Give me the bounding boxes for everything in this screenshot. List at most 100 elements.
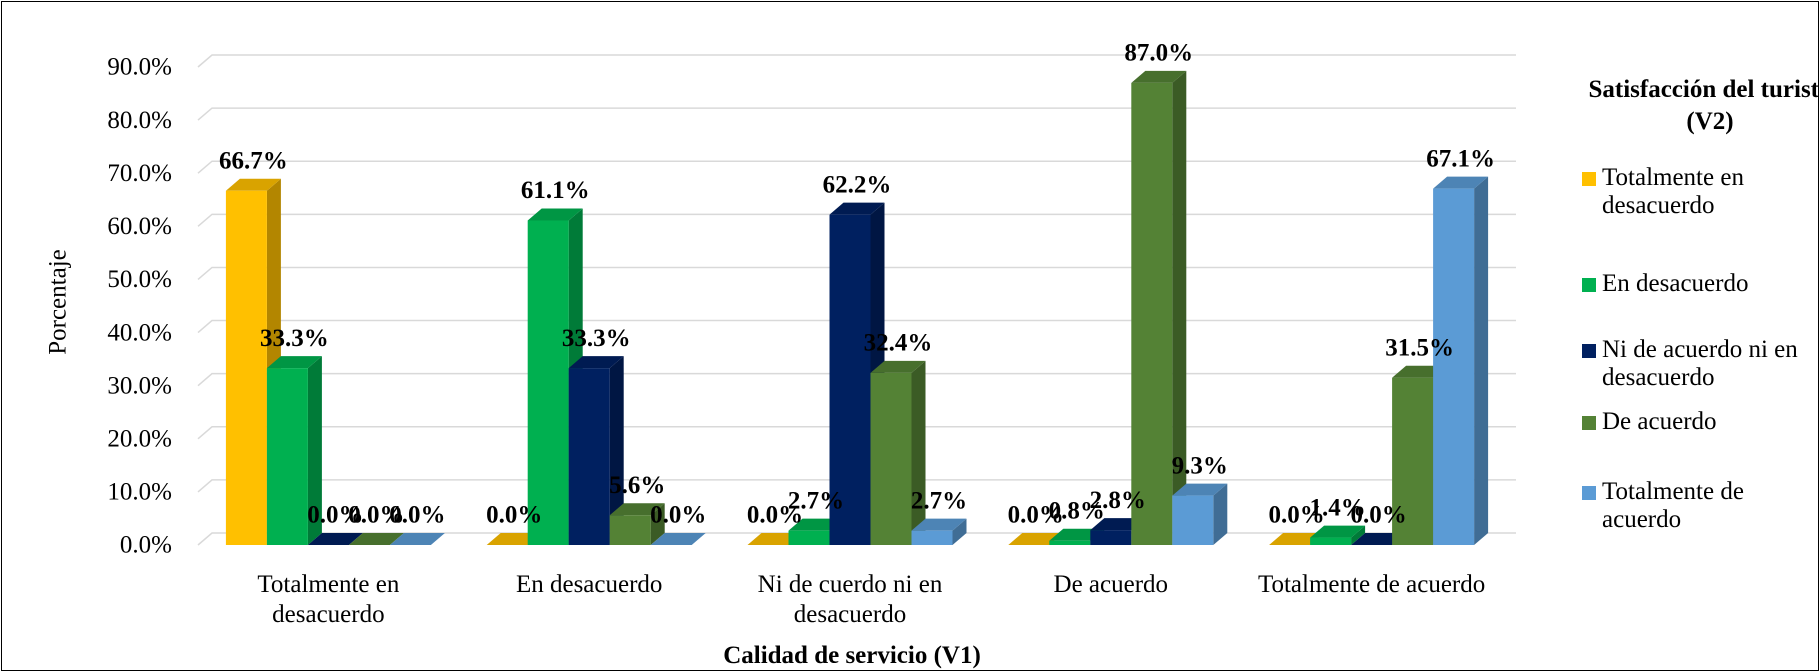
data-label: 1.4% — [1309, 494, 1365, 521]
data-label: 0.0% — [747, 502, 803, 529]
data-label: 87.0% — [1124, 40, 1193, 67]
legend-swatch — [1582, 486, 1596, 500]
grid-line — [197, 213, 1516, 227]
data-label: 9.3% — [1172, 452, 1228, 479]
data-label: 2.7% — [788, 487, 844, 514]
data-label: 2.7% — [911, 487, 967, 514]
y-axis-title: Porcentaje — [45, 249, 72, 355]
y-tick-label: 0.0% — [120, 532, 172, 559]
bar-top — [1131, 70, 1187, 83]
bar — [266, 368, 308, 545]
grid-line — [197, 372, 1516, 387]
bar-top — [609, 503, 665, 516]
x-axis-title: Calidad de servicio (V1) — [723, 642, 981, 669]
data-label: 62.2% — [823, 171, 892, 198]
y-tick-label: 10.0% — [107, 479, 172, 506]
legend-label: Totalmente en desacuerdo — [1602, 164, 1744, 219]
bar-side — [952, 518, 967, 545]
bar — [1433, 188, 1475, 545]
legend: Satisfacción del turista (V2) Totalmente… — [1580, 74, 1818, 533]
bar-side — [650, 503, 665, 545]
bar-top — [225, 178, 281, 191]
data-label: 0.0% — [486, 502, 542, 529]
bar-top — [348, 533, 404, 545]
x-tick-label: En desacuerdo — [515, 571, 663, 598]
bar-top — [1433, 176, 1489, 189]
bar — [1131, 82, 1173, 545]
x-tick-label: De acuerdo — [1053, 571, 1169, 598]
bar — [225, 190, 267, 545]
y-tick-label: 40.0% — [107, 319, 172, 346]
bar — [527, 220, 569, 546]
data-label: 33.3% — [260, 325, 329, 352]
bar-top — [650, 533, 706, 545]
bar — [1090, 530, 1132, 545]
bar-top — [568, 356, 624, 369]
legend-swatch — [1582, 278, 1596, 292]
bar-top — [389, 533, 445, 545]
grid-line — [197, 160, 1516, 174]
legend-swatch — [1582, 416, 1596, 430]
bar-top — [829, 202, 885, 215]
grid-line — [197, 266, 1516, 281]
data-label: 31.5% — [1385, 334, 1454, 361]
bar — [788, 530, 830, 545]
data-label: 0.0% — [1350, 502, 1406, 529]
bar — [1049, 540, 1091, 545]
data-label: 0.0% — [650, 502, 706, 529]
y-tick-label: 50.0% — [107, 266, 172, 293]
data-label: 2.8% — [1090, 487, 1146, 514]
bar-side — [1213, 483, 1228, 545]
legend-label: De acuerdo — [1602, 408, 1717, 435]
bar-top — [870, 360, 926, 373]
y-tick-label: 20.0% — [107, 426, 172, 453]
bar — [829, 214, 871, 545]
data-label: 66.7% — [219, 147, 288, 174]
data-label: 67.1% — [1426, 145, 1495, 172]
bar-top — [307, 533, 363, 545]
legend-swatch — [1582, 172, 1596, 186]
grid-line — [197, 54, 1516, 68]
data-label: 0.0% — [307, 502, 363, 529]
bar-top — [527, 208, 583, 221]
legend-label: Totalmente de acuerdo — [1602, 478, 1744, 533]
legend-label: En desacuerdo — [1602, 270, 1749, 297]
bar-side — [609, 356, 624, 545]
data-label: 0.0% — [1008, 502, 1064, 529]
grid-line — [197, 479, 1516, 493]
y-tick-label: 90.0% — [107, 54, 172, 81]
data-label: 0.0% — [1268, 502, 1324, 529]
bar — [870, 372, 912, 545]
y-tick-label: 80.0% — [107, 107, 172, 134]
bar-side — [1351, 525, 1366, 545]
grid-line — [197, 426, 1516, 440]
y-tick-label: 70.0% — [107, 160, 172, 187]
x-tick-label: Totalmente en desacuerdo — [257, 571, 400, 628]
grid-line — [197, 319, 1516, 334]
bar — [1392, 377, 1434, 545]
data-label: 5.6% — [609, 472, 665, 499]
legend-swatch — [1582, 344, 1596, 358]
y-tick-label: 60.0% — [107, 213, 172, 240]
x-tick-label: Totalmente de acuerdo — [1257, 571, 1486, 598]
x-tick-label: Ni de cuerdo ni en desacuerdo — [757, 571, 943, 628]
data-label: 61.1% — [521, 177, 590, 204]
bar-side — [1172, 70, 1187, 545]
bar-side — [307, 356, 322, 545]
bar-top — [1172, 483, 1228, 496]
legend-label: Ni de acuerdo ni en desacuerdo — [1602, 336, 1798, 391]
bar-top — [1310, 525, 1366, 538]
bar — [1310, 537, 1352, 545]
data-label: 32.4% — [864, 330, 933, 357]
grid-line — [197, 107, 1516, 121]
bar-side — [1474, 176, 1489, 545]
bar-side — [911, 360, 926, 545]
data-label: 0.0% — [348, 502, 404, 529]
bar — [568, 368, 610, 545]
bar — [1172, 495, 1214, 545]
y-tick-label: 30.0% — [107, 372, 172, 399]
bar — [911, 530, 953, 545]
bar — [609, 515, 651, 545]
data-label: 0.0% — [389, 502, 445, 529]
